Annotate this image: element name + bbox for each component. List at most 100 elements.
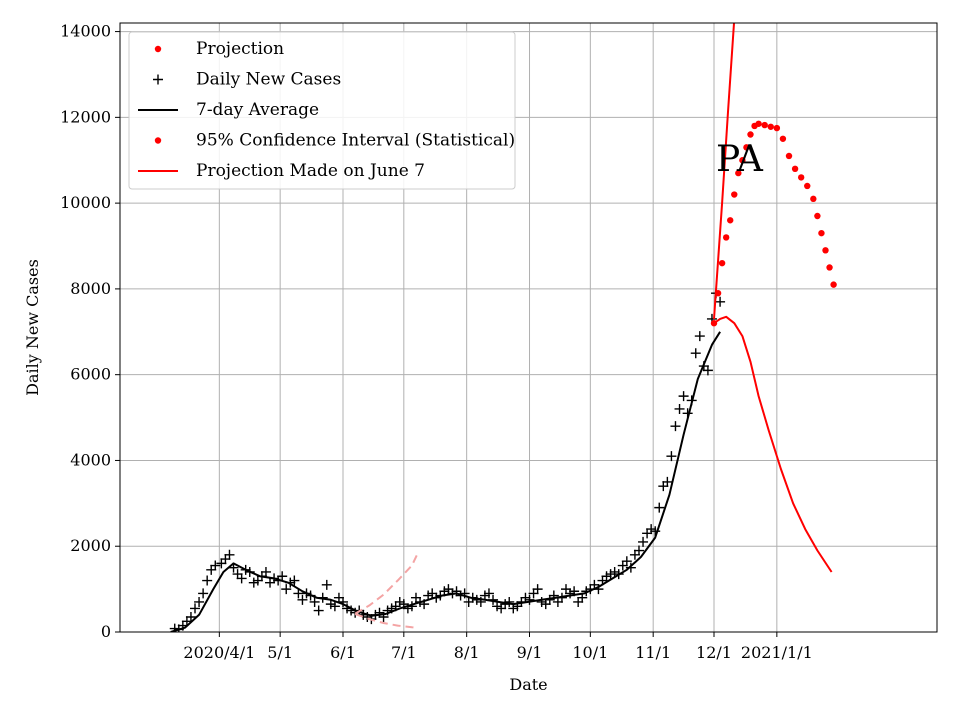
axes-frame — [119, 22, 938, 633]
7-day-average-line — [170, 331, 721, 632]
daily-new-cases-point — [492, 601, 503, 612]
legend-dot-marker — [154, 137, 162, 144]
daily-new-cases-point — [694, 331, 705, 342]
x-tick-label: 7/1 — [391, 643, 417, 662]
daily-new-cases-point — [617, 560, 628, 571]
daily-new-cases-point — [638, 536, 649, 547]
projection-point — [731, 191, 738, 198]
daily-new-cases-point — [633, 545, 644, 556]
daily-new-cases-point — [443, 584, 454, 595]
projection-point — [826, 264, 833, 271]
y-tick-label: 12000 — [60, 107, 111, 126]
projection-point — [804, 182, 811, 190]
legend-dot-marker — [154, 45, 162, 53]
daily-new-cases-point — [329, 601, 340, 612]
projection-point — [727, 217, 734, 224]
x-tick-label: 8/1 — [454, 643, 480, 662]
projection-point — [743, 144, 750, 151]
daily-new-cases-point — [536, 596, 547, 607]
projection-point — [722, 234, 730, 241]
projection-point — [791, 165, 799, 173]
projection-point — [814, 212, 821, 220]
daily-new-cases-point — [277, 571, 288, 582]
daily-new-cases-point — [662, 476, 673, 487]
x-tick-label: 6/1 — [330, 643, 356, 662]
daily-new-cases-point — [483, 588, 494, 599]
projection-made-on-june-7-line — [354, 552, 419, 615]
daily-new-cases-point — [646, 524, 657, 535]
daily-new-cases-point — [642, 528, 653, 539]
daily-new-cases-point — [561, 584, 572, 595]
projection-point — [779, 135, 787, 142]
legend-label: Daily New Cases — [196, 70, 341, 90]
projection-point — [739, 157, 746, 164]
x-axis-label: Date — [509, 675, 547, 694]
x-tick-label: 9/1 — [517, 643, 543, 662]
projection-point — [785, 152, 793, 160]
y-tick-label: 14000 — [60, 22, 111, 41]
daily-new-cases-point — [236, 573, 247, 584]
daily-new-cases-point — [185, 611, 196, 622]
projection-point — [773, 124, 781, 132]
state-annotation: PA — [716, 139, 764, 180]
y-tick-label: 2000 — [70, 536, 111, 555]
daily-new-cases-point — [690, 348, 701, 359]
legend: Projection Daily New Cases 7-day Average 95… — [128, 31, 516, 190]
daily-new-cases-point — [520, 592, 531, 603]
projection-point — [797, 174, 805, 181]
daily-new-cases-point — [674, 403, 685, 414]
daily-new-cases-point — [496, 603, 507, 614]
daily-new-cases-point — [321, 579, 332, 590]
upper-95-bound-line — [713, 23, 736, 319]
daily-new-cases-point — [252, 575, 263, 586]
x-tick-label: 11/1 — [635, 643, 671, 662]
daily-new-cases-point — [198, 588, 209, 599]
daily-new-cases-point — [715, 296, 726, 307]
x-tick-label: 2020/4/1 — [183, 643, 255, 662]
daily-new-cases-point — [670, 421, 681, 432]
daily-new-cases-point — [451, 586, 462, 597]
legend-label: Projection — [196, 39, 284, 59]
daily-new-cases-point — [565, 588, 576, 599]
projection-point — [818, 229, 825, 237]
daily-new-cases-point — [265, 577, 276, 588]
daily-new-cases-point — [190, 603, 201, 614]
y-axis-label: Daily New Cases — [23, 259, 42, 396]
projection-point — [767, 123, 774, 130]
daily-new-cases-point — [654, 502, 665, 513]
daily-new-cases-point — [260, 566, 271, 577]
y-tick-label: 10000 — [60, 193, 111, 212]
daily-new-cases-point — [216, 558, 227, 569]
daily-new-cases-point — [194, 596, 205, 607]
daily-new-cases-point — [702, 365, 713, 376]
daily-new-cases-point — [394, 596, 405, 607]
legend-box — [128, 31, 516, 190]
daily-new-cases-point — [297, 594, 308, 605]
projection-point — [822, 247, 829, 254]
projection-point — [718, 259, 726, 267]
x-axis: 2020/4/1 5/1 6/1 7/1 8/1 9/1 10/1 11/1 12/1 2021/… — [183, 632, 813, 662]
daily-new-cases-point — [374, 607, 385, 618]
daily-new-cases-point — [666, 451, 677, 462]
projection-made-on-june-7-lower-line — [354, 613, 419, 629]
daily-new-cases-point — [524, 594, 535, 605]
daily-new-cases-point — [629, 549, 640, 560]
projection-point — [830, 281, 837, 288]
projection-point — [747, 131, 754, 138]
x-tick-label: 12/1 — [696, 643, 732, 662]
daily-new-cases-point — [625, 562, 636, 573]
95-confidence-interval-statistical-line — [713, 315, 833, 573]
daily-new-cases-point — [313, 605, 324, 616]
daily-new-cases-point — [540, 599, 551, 610]
y-tick-label: 8000 — [70, 279, 111, 298]
daily-new-cases-point — [281, 584, 292, 595]
daily-new-cases-point — [210, 560, 221, 571]
projection-point — [735, 169, 742, 177]
y-tick-label: 0 — [101, 622, 111, 641]
projection-point — [755, 120, 762, 127]
daily-new-cases-point — [658, 481, 669, 492]
projection-point — [810, 195, 817, 203]
daily-new-cases-point — [309, 596, 320, 607]
daily-new-cases-point — [573, 596, 584, 607]
